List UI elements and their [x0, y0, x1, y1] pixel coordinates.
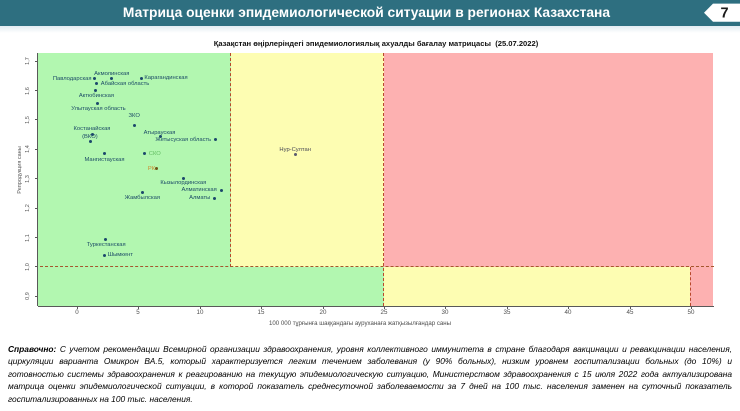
svg-text:7: 7	[720, 5, 728, 21]
